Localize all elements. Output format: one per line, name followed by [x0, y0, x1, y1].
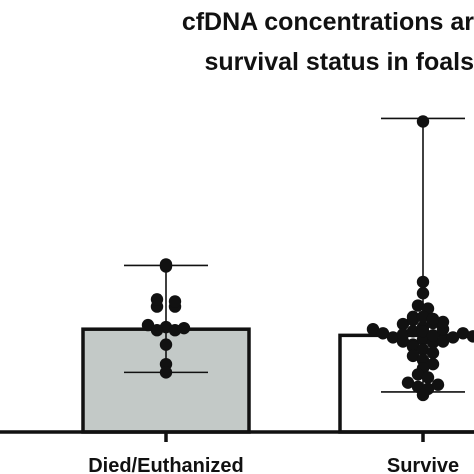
x-tick-labels: Died/Euthanized Survive — [88, 455, 459, 474]
chart-title-line-1: cfDNA concentrations ar — [181, 8, 474, 36]
data-point-survive — [386, 331, 400, 344]
data-point-survive — [416, 388, 430, 402]
data-point-survive — [426, 329, 440, 342]
data-point-died-euthanized — [177, 321, 191, 335]
data-point-survive — [416, 115, 430, 128]
data-point-survive — [406, 313, 420, 327]
data-point-survive — [426, 312, 440, 326]
data-point-survive — [416, 325, 430, 338]
data-point-survive — [416, 287, 430, 300]
data-point-survive — [401, 376, 415, 389]
x-axis — [0, 430, 474, 442]
data-point-survive — [411, 299, 425, 312]
data-point-survive — [421, 371, 435, 384]
data-point-survive — [406, 349, 420, 363]
data-point-survive — [406, 340, 420, 353]
points-layer — [141, 115, 474, 402]
data-point-died-euthanized — [159, 338, 173, 351]
data-point-survive — [366, 322, 380, 336]
data-point-died-euthanized — [150, 324, 164, 337]
chart-title-line-2: survival status in foals — [204, 48, 474, 76]
data-point-died-euthanized — [141, 318, 155, 332]
data-point-survive — [426, 346, 440, 360]
data-point-survive — [416, 275, 430, 289]
data-point-survive — [436, 335, 450, 348]
data-point-survive — [466, 330, 474, 343]
data-point-died-euthanized — [168, 295, 182, 308]
data-point-survive — [431, 378, 445, 391]
data-point-survive — [411, 368, 425, 381]
data-point-survive — [426, 357, 440, 371]
data-point-survive — [416, 343, 430, 356]
data-point-survive — [456, 327, 470, 340]
data-point-survive — [436, 315, 450, 329]
data-point-survive — [376, 327, 390, 340]
data-point-survive — [406, 325, 420, 338]
data-point-died-euthanized — [159, 258, 173, 271]
x-tick-label-died-euthanized: Died/Euthanized — [88, 455, 244, 474]
x-tick-label-survive: Survive — [387, 455, 459, 474]
data-point-died-euthanized — [159, 366, 173, 379]
data-point-died-euthanized — [150, 293, 164, 306]
chart-title: cfDNA concentrations ar survival status … — [0, 2, 474, 82]
data-point-survive — [416, 310, 430, 324]
data-point-survive — [396, 317, 410, 331]
data-point-survive — [446, 331, 460, 344]
data-point-survive — [396, 328, 410, 341]
